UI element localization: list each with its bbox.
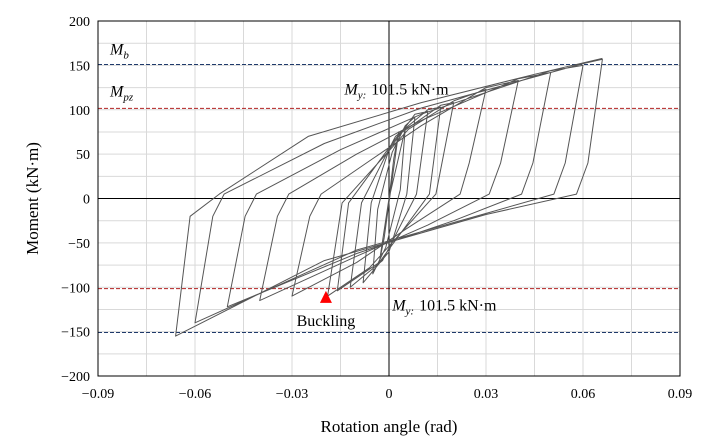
my-top-subscript: y:: [357, 89, 367, 101]
mb-subscript: b: [123, 49, 129, 61]
x-tick-label: 0: [386, 387, 393, 402]
y-tick-label: 0: [83, 193, 90, 208]
x-tick-label: −0.06: [179, 387, 211, 402]
buckling-marker-triangle: [319, 290, 332, 303]
my-bottom-subscript: y:: [405, 306, 415, 318]
y-tick-label: 100: [69, 104, 90, 119]
hysteresis-curves: [175, 57, 603, 337]
mb-annotation: Mb: [109, 41, 129, 61]
x-tick-label: −0.03: [276, 387, 308, 402]
x-tick-label: 0.06: [571, 387, 596, 402]
y-tick-label: 200: [69, 15, 90, 30]
mb-letter: M: [109, 41, 125, 58]
x-axis-label: Rotation angle (rad): [321, 417, 458, 436]
buckling-label: Buckling: [297, 313, 356, 330]
mpz-annotation: Mpz: [109, 83, 134, 103]
y-tick-label: 150: [69, 59, 90, 74]
plot-frame: [97, 20, 681, 377]
x-tick-label: 0.09: [668, 387, 693, 402]
y-tick-labels: −200 −150 −100 −50 0 50 100 150 200: [61, 15, 90, 385]
y-tick-label: −150: [61, 326, 90, 341]
mpz-subscript: pz: [122, 91, 134, 103]
x-tick-label: 0.03: [474, 387, 499, 402]
my-top-annotation: My: 101.5 kN·m: [343, 81, 449, 101]
my-bottom-letter: M: [391, 298, 407, 315]
mpz-letter: M: [109, 83, 125, 100]
y-tick-label: −50: [68, 237, 90, 252]
y-tick-label: −200: [61, 370, 90, 385]
my-top-value: 101.5 kN·m: [371, 81, 449, 98]
y-tick-label: −100: [61, 281, 90, 296]
y-axis-label: Moment (kN·m): [23, 142, 42, 255]
my-top-letter: M: [343, 81, 359, 98]
my-bottom-annotation: My: 101.5 kN·m: [391, 298, 497, 318]
y-tick-label: 50: [76, 148, 90, 163]
x-tick-label: −0.09: [82, 387, 114, 402]
hysteresis-series-2: [175, 57, 603, 337]
x-tick-labels: −0.09 −0.06 −0.03 0 0.03 0.06 0.09: [82, 387, 692, 402]
my-bottom-value: 101.5 kN·m: [419, 298, 497, 315]
